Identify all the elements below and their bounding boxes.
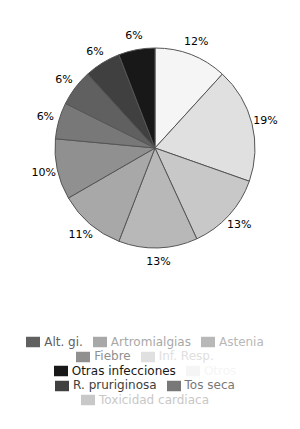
svg-text:13%: 13% — [146, 255, 170, 268]
svg-text:6%: 6% — [37, 110, 54, 123]
html-text:Otras infecciones: Otras infecciones — [71, 363, 176, 378]
svg-text:6%: 6% — [125, 29, 142, 42]
html-text:Alt. gi.: Alt. gi. — [44, 334, 83, 349]
html-text:Otros: Otros — [203, 363, 237, 378]
html-text:Artromialgias: Artromialgias — [110, 334, 191, 349]
html-text:Tos seca: Tos seca — [184, 378, 235, 392]
svg-text:19%: 19% — [253, 114, 277, 127]
html-text:Toxicidad cardiaca: Toxicidad cardiaca — [99, 392, 209, 407]
html-text:Fiebre: Fiebre — [94, 349, 131, 363]
svg-text:10%: 10% — [31, 166, 55, 179]
html-text:R. pruriginosa: R. pruriginosa — [73, 378, 157, 392]
svg-text:6%: 6% — [86, 45, 103, 58]
svg-text:13%: 13% — [227, 218, 251, 231]
svg-text:6%: 6% — [55, 73, 72, 86]
html-text:Astenia: Astenia — [219, 334, 264, 349]
html-text:Inf. Resp.: Inf. Resp. — [158, 349, 214, 363]
svg-text:11%: 11% — [69, 228, 93, 241]
svg-text:12%: 12% — [184, 35, 208, 48]
